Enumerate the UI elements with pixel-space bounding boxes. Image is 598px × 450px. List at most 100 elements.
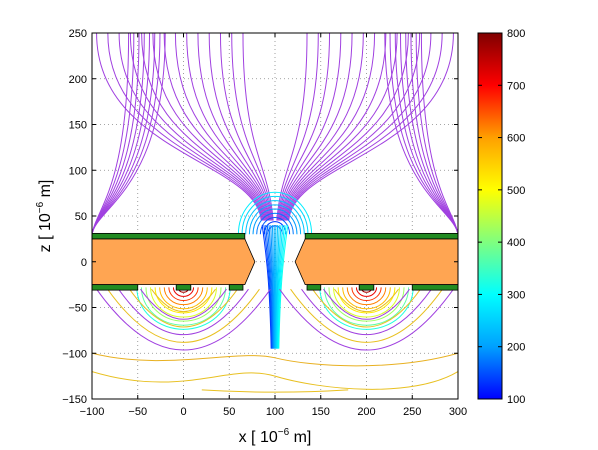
field-line [219,33,272,221]
field-line [197,33,271,221]
field-line [312,288,421,328]
field-line [278,225,289,349]
field-line [96,33,262,221]
field-line [118,33,264,221]
y-axis-label: z [ 10−6 m] [35,180,54,253]
field-line [333,287,400,318]
colorbar-tick-label: 700 [507,80,525,92]
field-line [263,225,273,349]
field-line [154,287,213,314]
field-line [285,33,421,221]
field-line [384,33,458,235]
field-line [270,225,275,349]
y-tick-label: 150 [69,120,87,132]
field-line [168,287,199,301]
field-line [301,288,432,336]
colorbar-tick-label: 800 [507,28,525,40]
bottom-electrode-pad [306,284,322,291]
x-tick-label: 0 [180,406,186,418]
field-line [337,287,396,314]
field-line [118,288,249,336]
field-line [351,287,382,301]
field-line [129,33,265,221]
field-line [136,287,231,330]
field-line [290,288,443,343]
field-line [141,33,266,221]
bottom-electrode-pad [411,284,458,291]
y-tick-label: −150 [62,394,87,406]
field-line [277,225,287,349]
bottom-electrode-pad [228,284,244,291]
field-line [237,191,313,235]
field-line [151,288,216,313]
field-line [279,33,342,221]
field-line [174,33,269,221]
field-line [252,208,298,235]
bottom-electrode-pad [175,284,192,291]
top-electrode-right [304,232,458,240]
y-tick-label: −100 [62,348,87,360]
field-line [288,33,454,221]
field-line [328,287,405,322]
field-line [279,33,353,221]
field-line [201,389,349,393]
field-line [334,288,399,313]
y-axis-ticks: 250 200 150 100 50 0 −50 −100 −150 [62,28,458,406]
field-line [274,225,277,349]
field-line [323,288,410,320]
field-line [140,287,227,326]
field-line [283,33,398,221]
field-line [286,33,432,221]
field-line [245,200,305,235]
colorbar-tick-label: 200 [507,342,525,354]
colorbar-tick-label: 500 [507,185,525,197]
x-axis-ticks: −100 −50 0 50 100 150 200 250 300 [80,33,467,418]
field-line [96,288,271,351]
bottom-electrode-pad [92,284,139,291]
field-line [129,288,238,328]
colorbar [477,32,503,400]
field-line [145,287,222,322]
colorbar-tick-label: 100 [507,394,525,406]
field-line [107,33,263,221]
field-line [273,225,276,349]
x-tick-label: 100 [266,406,284,418]
field-line [163,287,204,306]
field-line [271,225,275,349]
field-line [281,33,376,221]
substrate-left [92,238,256,286]
field-line [276,225,284,349]
field-line [172,287,195,297]
field-line [140,288,227,320]
field-line [266,225,274,349]
field-line [259,216,291,235]
y-tick-label: 0 [81,257,87,269]
field-line [92,352,458,367]
field-line [150,287,217,318]
substrate-right [294,238,458,286]
x-axis-label: x [ 10−6 m] [239,427,312,446]
colorbar-ticks: 800 700 600 500 400 300 200 100 [478,28,525,406]
x-tick-label: 300 [449,406,467,418]
y-tick-label: 200 [69,74,87,86]
x-tick-label: 50 [223,406,235,418]
x-tick-label: 150 [312,406,330,418]
field-lines [92,33,458,393]
colorbar-tick-label: 600 [507,133,525,145]
colorbar-tick-label: 400 [507,237,525,249]
y-tick-label: 50 [75,211,87,223]
y-tick-label: 250 [69,28,87,40]
field-line [323,287,410,326]
field-line [265,225,273,349]
field-line [92,371,458,390]
field-line [186,33,270,221]
field-line [159,287,208,310]
colorbar-tick-label: 300 [507,289,525,301]
field-line [346,287,387,306]
field-line [275,225,279,349]
field-line [152,33,267,221]
device-structure [92,232,458,291]
field-line [287,33,443,221]
y-tick-label: 100 [69,165,87,177]
